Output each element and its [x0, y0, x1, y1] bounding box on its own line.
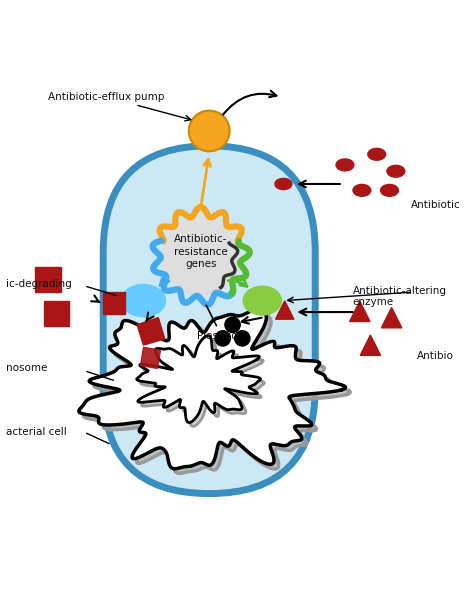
FancyBboxPatch shape [103, 292, 125, 314]
Ellipse shape [387, 165, 405, 177]
Ellipse shape [121, 285, 165, 317]
FancyBboxPatch shape [103, 146, 315, 494]
Text: Antibiotic: Antibiotic [410, 200, 460, 210]
Text: ic-degrading: ic-degrading [6, 279, 72, 289]
Text: Plasmid: Plasmid [197, 331, 238, 341]
Polygon shape [382, 307, 402, 328]
Circle shape [162, 217, 239, 295]
Circle shape [215, 331, 230, 346]
Ellipse shape [336, 159, 354, 171]
Polygon shape [137, 336, 261, 423]
Circle shape [235, 331, 250, 346]
Ellipse shape [243, 286, 282, 315]
Text: Antibio: Antibio [417, 351, 454, 361]
Circle shape [189, 110, 229, 151]
Polygon shape [140, 347, 160, 368]
Polygon shape [79, 309, 346, 469]
Polygon shape [140, 340, 264, 426]
Circle shape [225, 317, 240, 333]
Polygon shape [137, 318, 164, 345]
Text: Antibiotic-efflux pump: Antibiotic-efflux pump [48, 92, 191, 121]
Text: acterial cell: acterial cell [6, 427, 66, 437]
Polygon shape [275, 301, 294, 319]
Polygon shape [83, 314, 350, 473]
Text: Antibiotic-altering
enzyme: Antibiotic-altering enzyme [353, 285, 447, 307]
Ellipse shape [353, 184, 371, 196]
FancyBboxPatch shape [36, 267, 61, 292]
Ellipse shape [368, 148, 386, 160]
Ellipse shape [381, 184, 398, 196]
Text: Antibiotic-
resistance
genes: Antibiotic- resistance genes [174, 235, 228, 269]
FancyBboxPatch shape [44, 301, 69, 326]
Text: nosome: nosome [6, 364, 47, 374]
Polygon shape [360, 335, 381, 355]
Polygon shape [350, 301, 370, 322]
Ellipse shape [275, 179, 292, 190]
